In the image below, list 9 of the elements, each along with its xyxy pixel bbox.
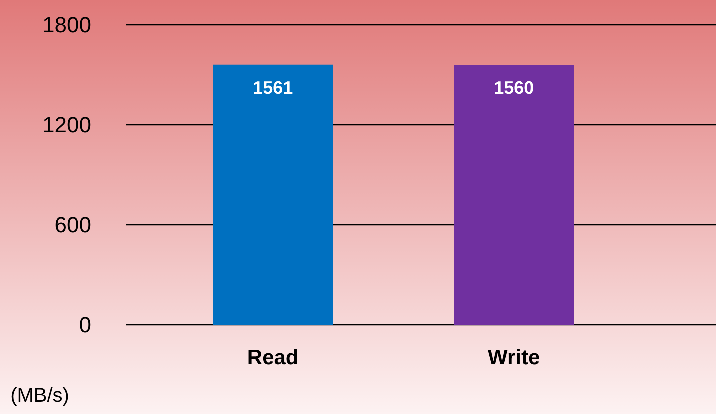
x-tick-label: Read <box>247 346 299 370</box>
x-tick-label: Write <box>488 346 540 370</box>
y-tick-label: 1200 <box>42 112 92 138</box>
y-tick-label: 600 <box>54 212 92 238</box>
y-tick-label: 0 <box>79 312 92 338</box>
data-label: 1560 <box>494 78 534 98</box>
y-tick-label: 1800 <box>42 12 92 38</box>
y-axis-title: (MB/s) <box>10 385 70 407</box>
data-label: 1561 <box>253 78 294 98</box>
